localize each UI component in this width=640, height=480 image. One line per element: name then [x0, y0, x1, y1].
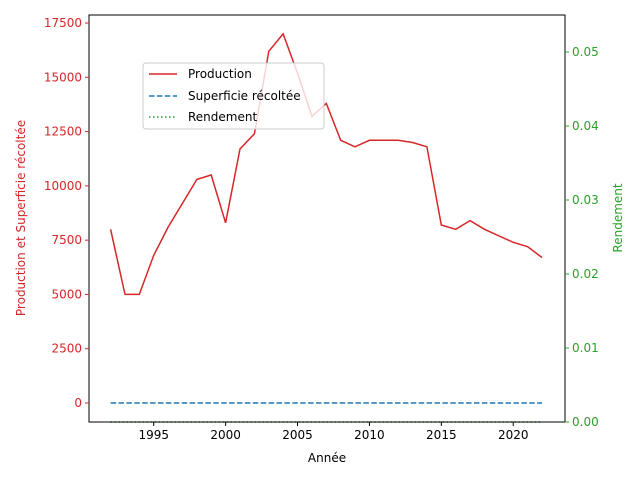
y-left-tick-label: 17500	[44, 16, 82, 30]
x-tick-label: 2010	[354, 428, 385, 442]
y-left-tick-label: 2500	[51, 342, 82, 356]
y-left-tick-label: 5000	[51, 287, 82, 301]
y-left-tick-label: 10000	[44, 179, 82, 193]
series-line-0	[109, 32, 543, 296]
y-right-tick-label: 0.00	[572, 415, 599, 429]
x-tick-label: 1995	[138, 428, 169, 442]
y-right-tick-label: 0.02	[572, 267, 599, 281]
y-left-tick-label: 7500	[51, 233, 82, 247]
x-tick-label: 2005	[282, 428, 313, 442]
legend-label-superficie: Superficie récoltée	[188, 89, 301, 103]
y-right-tick-label: 0.01	[572, 341, 599, 355]
plot-frame	[88, 14, 566, 423]
y-left-tick-label: 12500	[44, 125, 82, 139]
legend: Production Superficie récoltée Rendement	[142, 62, 325, 130]
y-right-tick-label: 0.05	[572, 45, 599, 59]
y-axis-label-left: Production et Superficie récoltée	[14, 120, 28, 316]
x-tick-label: 2020	[498, 428, 529, 442]
y-left-tick-label: 0	[74, 396, 82, 410]
legend-label-production: Production	[188, 67, 252, 81]
y-right-tick-label: 0.03	[572, 193, 599, 207]
x-axis-label: Année	[308, 451, 346, 465]
x-tick-label: 2000	[210, 428, 241, 442]
x-tick-label: 2015	[426, 428, 457, 442]
y-left-tick-label: 15000	[44, 70, 82, 84]
legend-label-rendement: Rendement	[188, 110, 257, 124]
y-axis-label-right: Rendement	[611, 183, 625, 252]
y-right-tick-label: 0.04	[572, 119, 599, 133]
